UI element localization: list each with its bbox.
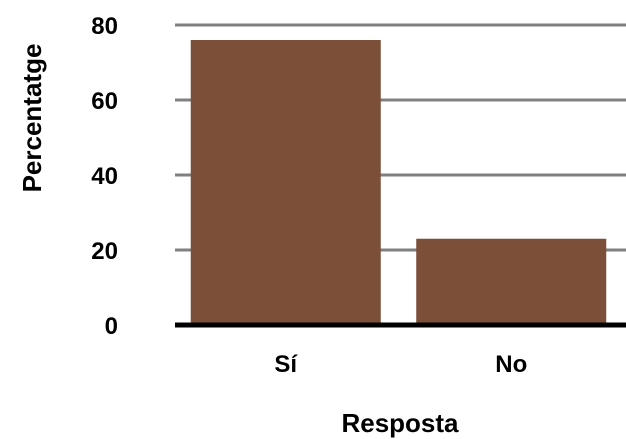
y-tick-label: 80 bbox=[91, 13, 118, 40]
x-category-labels: Sí No bbox=[274, 351, 527, 378]
y-tick-label: 40 bbox=[91, 163, 118, 190]
y-axis-title: Percentatge bbox=[17, 44, 47, 193]
y-tick-label: 60 bbox=[91, 88, 118, 115]
bars bbox=[190, 40, 607, 325]
x-category-label: Sí bbox=[274, 351, 298, 378]
y-tick-label: 0 bbox=[105, 313, 118, 340]
y-tick-label: 20 bbox=[91, 238, 118, 265]
bar bbox=[190, 40, 381, 325]
x-category-label: No bbox=[495, 351, 527, 378]
bar bbox=[416, 238, 607, 325]
y-tick-labels: 0 20 40 60 80 bbox=[91, 13, 118, 340]
x-axis-title: Resposta bbox=[341, 408, 459, 438]
